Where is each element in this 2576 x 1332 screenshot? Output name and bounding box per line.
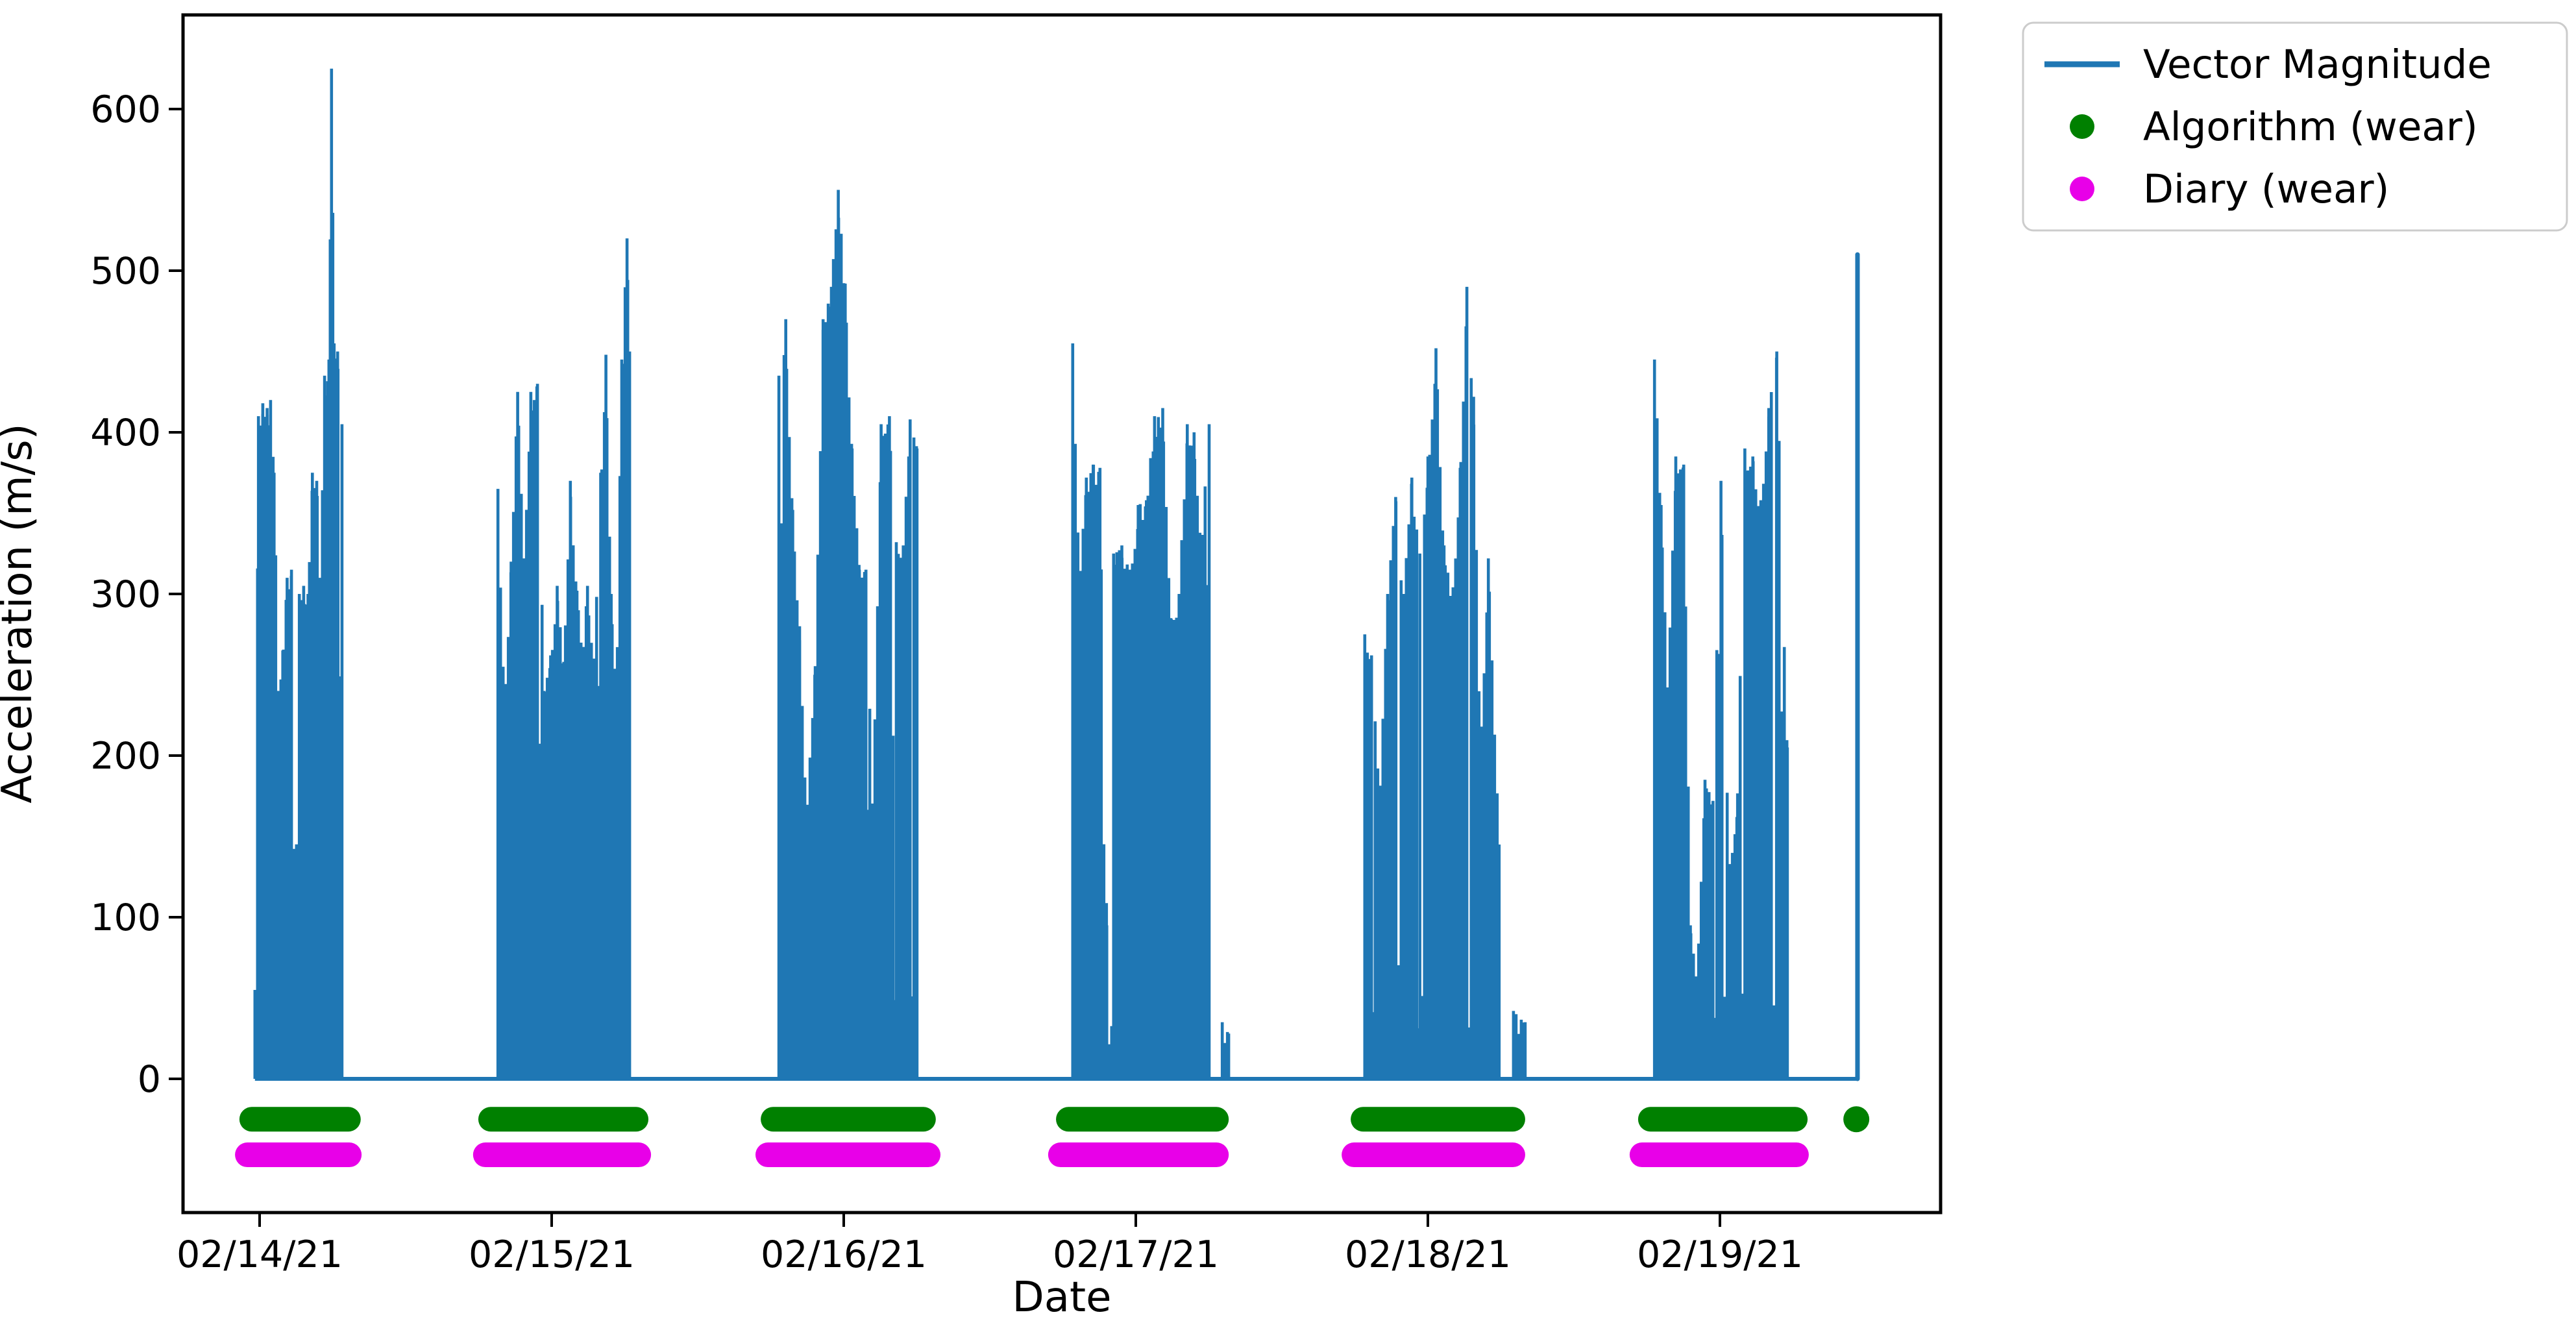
y-tick-label: 500	[90, 250, 161, 293]
x-tick-label: 02/19/21	[1637, 1233, 1803, 1276]
vector-magnitude-cluster	[1652, 351, 1789, 1079]
vector-magnitude-cluster	[1512, 1011, 1527, 1079]
axes-layer: 0 100 200 300 400 500 600 02/14/21 02/15/21 02/16…	[90, 13, 1943, 1276]
x-tick-label: 02/15/21	[469, 1233, 635, 1276]
legend-diary-dot	[2070, 177, 2094, 201]
legend-box	[2022, 21, 2568, 232]
legend-label-diary-wear: Diary (wear)	[2143, 166, 2389, 212]
legend-label-algorithm-wear: Algorithm (wear)	[2143, 104, 2478, 150]
legend: Vector Magnitude Algorithm (wear) Diary …	[2022, 21, 2568, 232]
plot-border	[181, 13, 1943, 1215]
legend-algorithm-dot	[2070, 114, 2094, 139]
x-tick-label: 02/16/21	[761, 1233, 927, 1276]
y-tick-label: 400	[90, 412, 161, 454]
vector-magnitude-cluster	[496, 238, 632, 1079]
x-axis-title: Date	[1012, 1274, 1112, 1322]
y-tick-label: 300	[90, 573, 161, 616]
y-tick-label: 200	[90, 735, 161, 778]
y-tick-label: 100	[90, 896, 161, 939]
legend-label-vector-magnitude: Vector Magnitude	[2143, 42, 2492, 88]
vector-magnitude-cluster	[1363, 286, 1501, 1079]
y-tick-label: 0	[138, 1058, 161, 1101]
vector-magnitude-cluster	[253, 68, 344, 1079]
x-tick-label: 02/18/21	[1345, 1233, 1511, 1276]
vector-magnitude-cluster	[777, 190, 919, 1079]
algorithm-wear-dot	[1843, 1106, 1870, 1133]
x-tick-label: 02/14/21	[177, 1233, 343, 1276]
vector-magnitude-cluster	[1071, 343, 1211, 1079]
vector-magnitude-cluster	[1220, 1022, 1231, 1079]
y-tick-label: 600	[90, 88, 161, 131]
x-tick-label: 02/17/21	[1053, 1233, 1219, 1276]
y-axis-title: Acceleration (m/s)	[0, 423, 42, 803]
series-layer	[235, 68, 1870, 1168]
